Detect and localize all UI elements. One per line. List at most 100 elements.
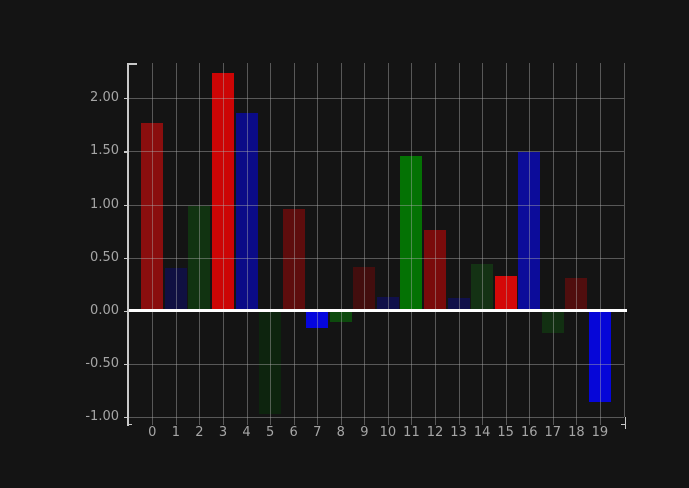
x-tick-label: 6: [289, 424, 298, 440]
v-gridline: [293, 63, 295, 418]
x-tick-label: 19: [591, 424, 609, 440]
x-tick-mark: [576, 417, 578, 425]
y-axis-bottom-cap: [128, 424, 132, 426]
v-gridline: [199, 63, 201, 418]
bar-18: [565, 277, 588, 311]
h-gridline: [128, 204, 624, 206]
v-gridline: [340, 63, 342, 418]
x-tick-label: 10: [379, 424, 397, 440]
v-gridline: [364, 63, 366, 418]
x-tick-label: 8: [336, 424, 345, 440]
bar-6: [282, 208, 305, 311]
h-gridline: [128, 151, 624, 153]
y-tick-label: -0.50: [85, 355, 119, 371]
bar-8: [329, 310, 352, 323]
bar-10: [376, 296, 399, 311]
v-gridline: [152, 63, 154, 418]
h-gridline: [128, 257, 624, 259]
v-gridline: [387, 63, 389, 418]
bar-11: [400, 155, 423, 311]
bar-7: [306, 310, 329, 328]
y-tick-mark: [123, 363, 128, 366]
y-tick-mark: [123, 417, 128, 419]
x-tick-mark: [317, 417, 319, 425]
y-tick-label: -1.00: [85, 409, 119, 425]
x-tick-label: 17: [544, 424, 562, 440]
x-tick-label: 18: [568, 424, 585, 440]
bar-3: [211, 72, 234, 311]
v-gridline: [623, 63, 625, 418]
bar-15: [494, 275, 517, 311]
x-axis-end-cap-vertical: [624, 417, 626, 429]
x-tick-label: 15: [497, 424, 514, 440]
bar-2: [188, 205, 211, 311]
x-tick-mark: [435, 417, 437, 425]
v-gridline: [270, 63, 272, 418]
x-tick-label: 0: [148, 424, 157, 440]
x-tick-label: 5: [265, 424, 275, 440]
y-tick-label: 2.00: [90, 90, 119, 106]
v-gridline: [435, 63, 437, 418]
v-gridline: [175, 63, 177, 418]
v-gridline: [411, 63, 413, 418]
v-gridline: [317, 63, 319, 418]
x-tick-mark: [599, 417, 601, 425]
x-tick-mark: [246, 417, 248, 425]
bar-14: [471, 264, 494, 311]
x-tick-label: 12: [426, 424, 444, 440]
v-gridline: [222, 63, 224, 418]
y-tick-mark: [123, 310, 128, 313]
x-axis-end-cap-horizontal: [621, 423, 626, 425]
x-tick-label: 1: [171, 424, 180, 440]
v-gridline: [505, 63, 507, 418]
x-tick-mark: [505, 417, 507, 425]
x-tick-label: 2: [195, 424, 204, 440]
x-tick-mark: [222, 417, 224, 425]
v-gridline: [552, 63, 554, 418]
h-gridline: [128, 417, 624, 419]
y-axis-spine: [127, 63, 129, 426]
x-tick-label: 14: [473, 424, 491, 440]
x-tick-mark: [529, 417, 531, 425]
x-tick-mark: [552, 417, 554, 425]
x-tick-mark: [387, 417, 389, 425]
h-gridline: [128, 363, 624, 365]
x-tick-mark: [482, 417, 484, 425]
x-tick-label: 13: [450, 424, 467, 440]
x-tick-mark: [458, 417, 460, 425]
v-gridline: [599, 63, 601, 418]
x-tick-mark: [152, 417, 154, 425]
bar-0: [141, 122, 164, 311]
y-tick-label: 1.00: [90, 196, 119, 212]
y-tick-label: 1.50: [90, 143, 119, 159]
x-tick-mark: [199, 417, 201, 425]
bar-12: [424, 230, 447, 311]
bar-5: [259, 310, 282, 414]
zero-line: [128, 309, 627, 312]
v-gridline: [576, 63, 578, 418]
x-tick-label: 3: [218, 424, 228, 440]
bar-17: [541, 310, 564, 334]
x-tick-label: 4: [242, 424, 251, 440]
bar-1: [164, 268, 187, 311]
y-tick-mark: [123, 151, 128, 153]
y-tick-mark: [123, 204, 128, 206]
v-gridline: [246, 63, 248, 418]
v-gridline: [482, 63, 484, 418]
x-tick-mark: [293, 417, 295, 425]
x-tick-mark: [411, 417, 413, 425]
y-tick-mark: [123, 98, 128, 100]
y-axis-top-cap: [128, 63, 137, 65]
bar-13: [447, 298, 470, 311]
v-gridline: [458, 63, 460, 418]
bar-4: [235, 113, 258, 311]
y-tick-label: 0.00: [90, 302, 119, 318]
x-tick-label: 7: [313, 424, 322, 440]
x-tick-mark: [270, 417, 272, 425]
x-tick-label: 16: [520, 424, 538, 440]
bar-19: [588, 310, 611, 403]
h-gridline: [128, 98, 624, 100]
x-tick-mark: [175, 417, 177, 425]
